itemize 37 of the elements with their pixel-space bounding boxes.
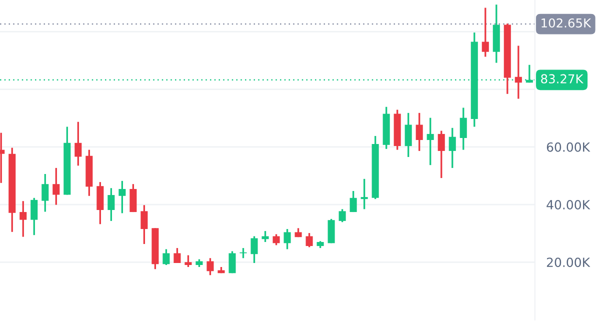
candlestick <box>184 254 192 268</box>
candlestick <box>130 183 137 213</box>
candlestick <box>404 112 412 158</box>
y-tick-label: 40.00K <box>546 200 590 210</box>
candlestick <box>20 200 27 238</box>
candlestick <box>108 187 115 222</box>
candlestick <box>460 106 467 151</box>
ref-line-label: 102.65K <box>542 18 592 28</box>
candlestick <box>140 204 148 245</box>
candlestick <box>96 181 104 225</box>
candlestick <box>338 208 346 223</box>
candlestick <box>206 257 214 276</box>
y-tick-label: 60.00K <box>546 142 590 152</box>
candlestick <box>262 230 269 243</box>
candlestick <box>162 248 170 266</box>
candlestick <box>30 197 38 236</box>
candlestick <box>306 232 313 248</box>
candlestick <box>350 190 357 213</box>
candlestick <box>328 218 335 244</box>
candlestick <box>284 228 291 250</box>
candlestick <box>438 130 445 179</box>
candlestick <box>118 180 126 214</box>
candlestick <box>42 173 49 213</box>
candlestick <box>360 178 368 210</box>
candlestick <box>272 233 280 246</box>
ref-line-label: 83.27K <box>541 74 584 84</box>
candlestick <box>482 6 489 58</box>
candlestick <box>174 247 181 264</box>
candlestick <box>228 250 236 274</box>
candlestick <box>250 235 258 264</box>
candlestick <box>416 112 423 152</box>
candlestick <box>448 127 456 169</box>
candlestick <box>514 44 522 100</box>
candlestick <box>426 116 434 166</box>
candlestick <box>52 167 60 206</box>
candlestick <box>74 121 82 166</box>
y-tick-label: 20.00K <box>546 258 590 268</box>
